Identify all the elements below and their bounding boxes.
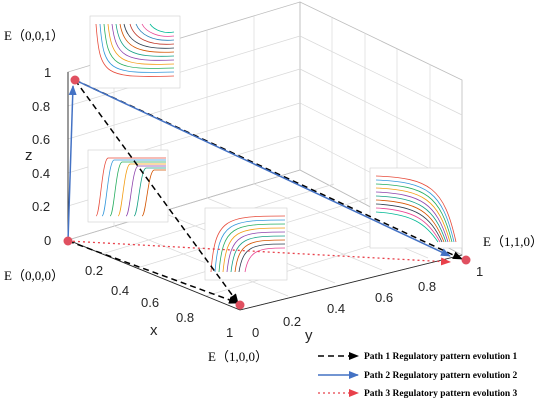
x-tick-label: 0.4: [111, 283, 129, 298]
inset-plot-left: [87, 149, 169, 223]
y-tick-label: 0: [252, 325, 259, 340]
legend-entry-path-3: Path 3 Regulatory pattern evolution 3: [364, 389, 518, 399]
z-tick-label: 0.6: [32, 132, 50, 147]
z-tick-label: 0: [44, 233, 51, 248]
point-label-001: E（0,0,1）: [4, 28, 64, 43]
point-marker-000: [63, 236, 73, 246]
inset-plot-top: [89, 15, 181, 89]
legend: Path 1 Regulatory pattern evolution 1 Pa…: [318, 352, 518, 399]
legend-entry-path-2: Path 2 Regulatory pattern evolution 2: [364, 371, 518, 381]
z-axis-label: z: [25, 147, 33, 164]
y-tick-label: 1: [476, 264, 483, 279]
x-tick-label: 0.6: [141, 295, 159, 310]
x-tick-label: 0.2: [85, 263, 103, 278]
z-tick-label: 0.2: [32, 199, 50, 214]
point-marker-110: [461, 255, 471, 265]
point-label-000: E（0,0,0）: [4, 268, 64, 283]
x-tick-label: 1: [226, 325, 233, 340]
y-tick-label: 0.4: [327, 301, 345, 316]
z-tick-label: 0.8: [32, 99, 50, 114]
y-axis-label: y: [305, 327, 313, 344]
path-2-segment: [67, 85, 77, 242]
x-tick-label: 0.8: [176, 310, 194, 325]
point-label-110: E（1,1,0）: [483, 234, 543, 249]
z-ticks: 0 0.2 0.4 0.6 0.8 1: [32, 65, 51, 248]
legend-entry-path-1: Path 1 Regulatory pattern evolution 1: [364, 352, 518, 362]
path-2-segment: [74, 79, 451, 257]
path-3-segment: [67, 240, 451, 266]
z-tick-label: 1: [44, 65, 51, 80]
point-marker-001: [70, 75, 80, 85]
point-marker-100: [235, 300, 245, 310]
evolution-paths: [67, 79, 463, 304]
y-tick-label: 0.6: [375, 290, 393, 305]
y-axis-line: [239, 254, 463, 311]
x-axis-label: x: [150, 322, 158, 339]
y-tick-label: 0.8: [418, 279, 436, 294]
path-1-segment: [74, 79, 239, 304]
equilibrium-points: [63, 75, 471, 310]
y-tick-label: 0.2: [283, 314, 301, 329]
path-1-segment: [67, 240, 239, 304]
x-ticks: 0.2 0.4 0.6 0.8 1: [85, 263, 233, 340]
inset-plot-right: [369, 167, 463, 249]
inset-plot-center: [204, 207, 288, 281]
point-label-100: E（1,0,0）: [208, 349, 268, 364]
y-ticks: 0 0.2 0.4 0.6 0.8 1: [252, 264, 483, 340]
z-tick-label: 0.4: [32, 166, 50, 181]
